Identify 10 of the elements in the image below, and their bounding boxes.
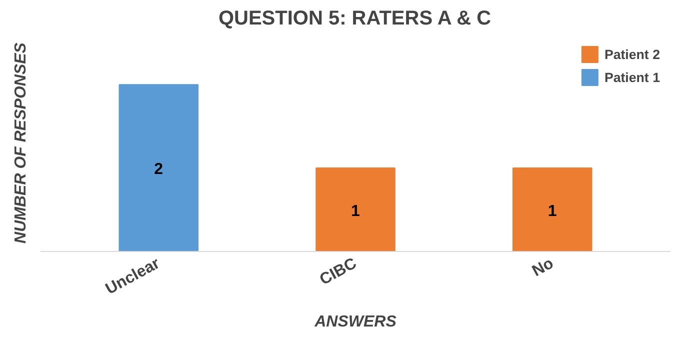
x-tick-label: No bbox=[530, 254, 557, 280]
x-axis-title: ANSWERS bbox=[314, 314, 397, 331]
legend-label: Patient 1 bbox=[604, 70, 660, 84]
data-label: 1 bbox=[548, 202, 557, 220]
y-axis-title: NUMBER OF RESPONSES bbox=[12, 42, 30, 244]
x-tick-label: CIBC bbox=[317, 254, 360, 289]
chart-title: QUESTION 5: RATERS A & C bbox=[218, 8, 492, 30]
legend-label: Patient 2 bbox=[604, 46, 660, 62]
data-label: 2 bbox=[154, 161, 164, 178]
data-label: 1 bbox=[351, 202, 360, 220]
